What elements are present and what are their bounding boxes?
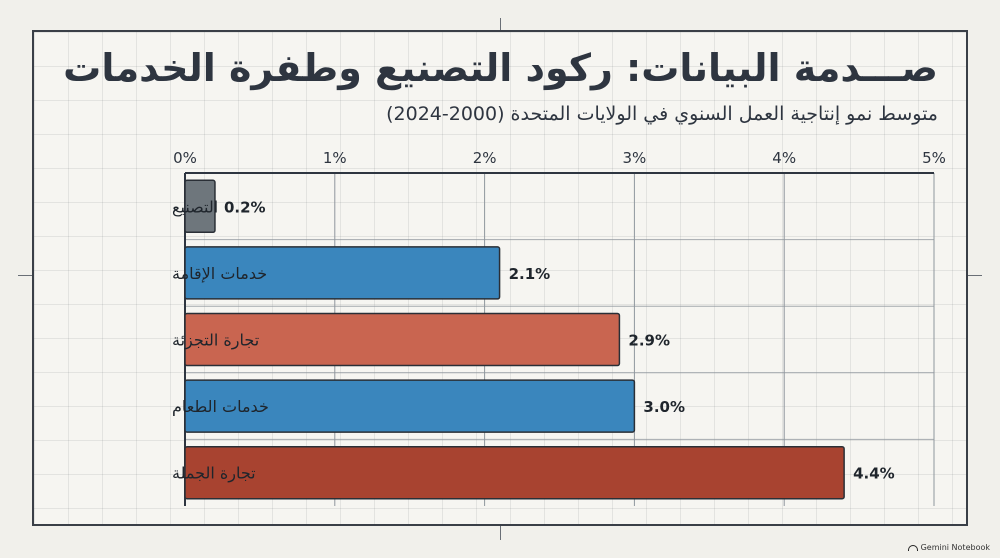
category-label: التصنيع xyxy=(172,197,218,217)
x-tick-label: 5% xyxy=(922,149,946,167)
x-tick-label: 1% xyxy=(323,149,347,167)
data-label: 2.9% xyxy=(628,332,670,350)
gemini-notebook-icon xyxy=(907,544,918,551)
category-label: خدمات الطعام xyxy=(172,397,269,416)
category-label: تجارة الجملة xyxy=(172,464,256,484)
category-label: تجارة التجزئة xyxy=(172,331,259,351)
crop-mark-bottom xyxy=(500,526,501,540)
data-label: 3.0% xyxy=(643,398,685,416)
bar xyxy=(184,445,845,500)
x-tick-label: 2% xyxy=(473,149,497,167)
data-label: 0.2% xyxy=(224,198,266,216)
brand-watermark: Gemini Notebook xyxy=(907,543,990,552)
chart-subtitle: متوسط نمو إنتاجية العمل السنوي في الولاي… xyxy=(386,103,938,125)
data-label: 4.4% xyxy=(853,465,895,483)
bar xyxy=(184,312,621,367)
brand-label: Gemini Notebook xyxy=(920,543,990,552)
bar xyxy=(184,379,636,433)
data-label: 2.1% xyxy=(509,265,551,283)
x-tick-label: 4% xyxy=(772,149,796,167)
chart-title: صـــدمة البيانات: ركود التصنيع وطفرة الخ… xyxy=(63,46,938,90)
crop-mark-right xyxy=(968,275,982,276)
bar xyxy=(184,179,216,234)
category-label: خدمات الإقامة xyxy=(172,264,267,283)
x-tick-label: 3% xyxy=(623,149,647,167)
crop-mark-left xyxy=(18,275,32,276)
bar xyxy=(184,246,501,300)
x-tick-label: 0% xyxy=(173,149,197,167)
crop-mark-top xyxy=(500,18,501,30)
